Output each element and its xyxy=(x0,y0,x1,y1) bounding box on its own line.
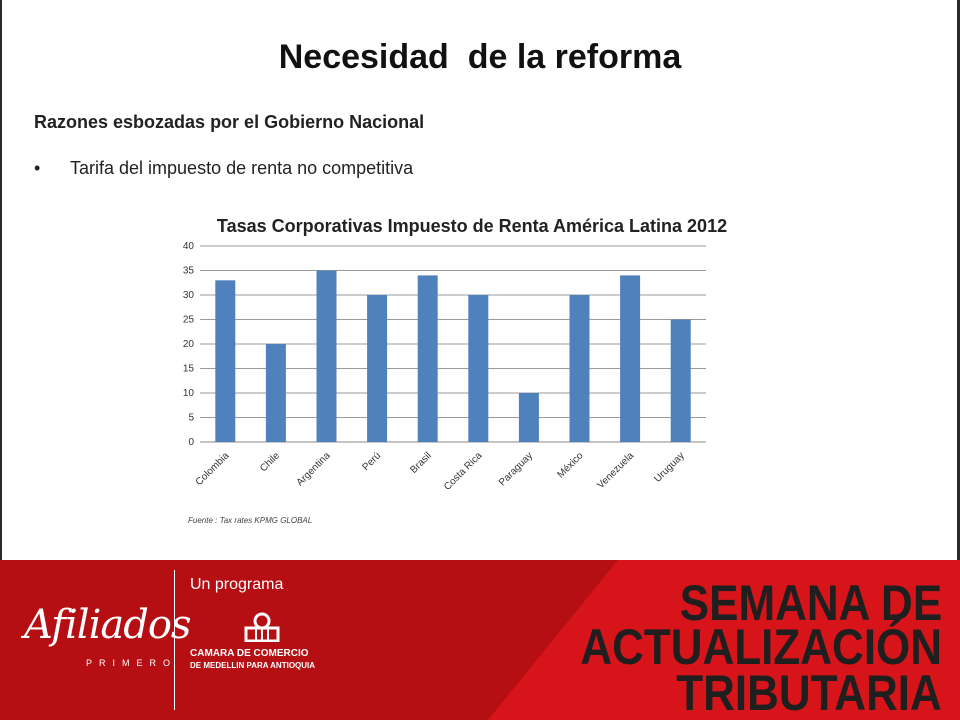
chamber-name-subtitle: DE MEDELLIN PARA ANTIOQUIA xyxy=(190,661,316,670)
program-label: Un programa xyxy=(190,576,284,593)
bar-chart: 0 5 10 15 20 25 30 35 40 Colombia Chile Argentina Pe… xyxy=(183,241,706,493)
y-tick-label: 25 xyxy=(183,315,195,326)
footer-divider xyxy=(174,570,175,710)
bar xyxy=(468,295,489,442)
x-tick-label: Brasil xyxy=(408,450,433,475)
bar xyxy=(518,393,539,442)
x-tick-label: Venezuela xyxy=(595,450,636,491)
slide-frame-right xyxy=(957,0,960,560)
x-tick-label: Colombia xyxy=(194,450,232,488)
bar xyxy=(670,319,691,442)
bar xyxy=(620,275,641,442)
bar xyxy=(316,270,337,442)
chart-source-note: Fuente : Tax rates KPMG GLOBAL xyxy=(188,516,313,525)
slide-subtitle: Razones esbozadas por el Gobierno Nacion… xyxy=(34,112,425,132)
bar xyxy=(417,275,438,442)
x-tick-label: Uruguay xyxy=(652,450,687,485)
y-tick-label: 30 xyxy=(183,290,195,301)
y-tick-label: 35 xyxy=(183,266,195,277)
bullet-item: • Tarifa del impuesto de renta no competi… xyxy=(34,158,413,179)
y-tick-label: 15 xyxy=(183,364,195,375)
x-tick-label: Costa Rica xyxy=(442,450,485,493)
x-tick-label: Chile xyxy=(258,450,282,474)
chart-title: Tasas Corporativas Impuesto de Renta Amé… xyxy=(216,216,728,236)
footer-dark-wedge xyxy=(0,560,618,720)
event-brand-line1: SEMANA DE xyxy=(679,575,942,631)
bar xyxy=(569,295,590,442)
bar xyxy=(367,295,388,442)
afiliados-logo-subtitle: PRIMERO xyxy=(86,658,178,668)
x-tick-label: Perú xyxy=(361,450,384,473)
footer-banner: Afiliados PRIMERO Un programa CAMARA DE … xyxy=(0,560,960,720)
x-tick-label: México xyxy=(555,450,585,480)
slide-frame-left xyxy=(0,0,2,560)
chamber-logo-icon xyxy=(244,612,280,642)
y-tick-label: 20 xyxy=(183,339,195,350)
slide-title: Necesidad de la reforma xyxy=(278,38,682,76)
y-tick-label: 0 xyxy=(188,437,194,448)
x-tick-label: Argentina xyxy=(295,450,333,488)
y-tick-label: 10 xyxy=(183,388,195,399)
event-brand-line3: TRIBUTARIA xyxy=(676,665,942,720)
y-tick-label: 40 xyxy=(183,241,195,252)
y-tick-label: 5 xyxy=(188,413,194,424)
bar xyxy=(215,280,236,442)
x-tick-label: Paraguay xyxy=(497,450,535,488)
event-brand-line2: ACTUALIZACIÓN xyxy=(580,619,942,675)
afiliados-logo: Afiliados xyxy=(24,602,191,648)
bullet-dot: • xyxy=(34,158,41,178)
bar xyxy=(265,344,286,442)
chamber-name: CAMARA DE COMERCIO xyxy=(190,648,309,659)
bullet-text: Tarifa del impuesto de renta no competit… xyxy=(70,158,414,178)
